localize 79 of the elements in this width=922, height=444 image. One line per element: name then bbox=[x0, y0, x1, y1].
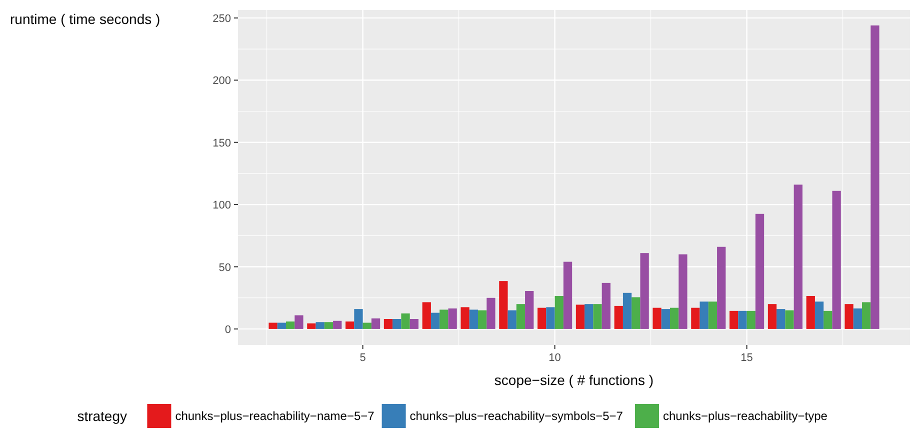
legend-label: chunks−plus−reachability−name−5−7 bbox=[175, 409, 375, 423]
bar bbox=[691, 308, 700, 329]
bar bbox=[277, 322, 286, 329]
bar bbox=[844, 304, 854, 329]
x-tick-label: 5 bbox=[360, 352, 366, 364]
y-tick-label: 100 bbox=[212, 200, 231, 212]
bar bbox=[717, 246, 726, 329]
bar bbox=[824, 310, 832, 329]
bar bbox=[755, 214, 764, 329]
bar bbox=[652, 308, 662, 329]
bar bbox=[622, 292, 632, 329]
bar bbox=[776, 309, 786, 329]
bar bbox=[410, 319, 418, 329]
bar bbox=[401, 313, 410, 329]
bar bbox=[794, 184, 802, 329]
y-tick-label: 50 bbox=[218, 262, 231, 274]
bar bbox=[525, 291, 534, 329]
y-tick-label: 250 bbox=[212, 12, 231, 25]
bar bbox=[324, 322, 334, 329]
bar bbox=[333, 320, 342, 329]
bar bbox=[538, 308, 546, 329]
bar bbox=[806, 296, 815, 329]
x-axis-title: scope−size ( # functions ) bbox=[494, 372, 654, 388]
bar bbox=[460, 307, 470, 329]
bar bbox=[870, 25, 880, 329]
bar bbox=[730, 310, 738, 329]
bar bbox=[430, 312, 440, 329]
bar bbox=[371, 318, 380, 329]
bar bbox=[602, 282, 610, 329]
bar bbox=[346, 321, 354, 329]
y-tick-label: 150 bbox=[212, 137, 231, 150]
bar bbox=[392, 319, 402, 329]
bar bbox=[294, 315, 304, 329]
bar bbox=[785, 310, 794, 329]
bar bbox=[362, 322, 372, 329]
legend-title: strategy bbox=[77, 408, 128, 424]
bar bbox=[486, 298, 496, 329]
bar bbox=[554, 296, 564, 329]
y-axis-title: runtime ( time seconds ) bbox=[10, 11, 160, 27]
bar bbox=[422, 302, 431, 329]
bar bbox=[670, 308, 679, 329]
bar bbox=[853, 308, 862, 329]
bar bbox=[814, 302, 824, 329]
bar bbox=[768, 304, 777, 329]
bar bbox=[614, 306, 623, 329]
bar bbox=[469, 310, 478, 329]
bar bbox=[440, 310, 448, 329]
y-tick-label: 200 bbox=[212, 75, 231, 88]
bar bbox=[563, 262, 572, 329]
bar bbox=[384, 319, 393, 329]
bar bbox=[738, 310, 747, 329]
bar bbox=[499, 281, 508, 329]
bar bbox=[632, 297, 640, 329]
bar bbox=[516, 304, 526, 329]
x-tick-label: 10 bbox=[548, 352, 561, 364]
bar bbox=[832, 190, 841, 329]
x-tick-label: 15 bbox=[740, 352, 753, 364]
bar bbox=[448, 308, 457, 329]
bar bbox=[700, 302, 708, 329]
bar bbox=[316, 322, 324, 329]
bar bbox=[661, 309, 670, 329]
bar bbox=[354, 309, 363, 329]
bar bbox=[478, 310, 487, 329]
bar bbox=[584, 304, 594, 329]
bar bbox=[593, 304, 602, 329]
legend-label: chunks−plus−reachability−symbols−5−7 bbox=[410, 409, 624, 423]
bar bbox=[508, 310, 516, 329]
bar bbox=[862, 302, 871, 329]
bar bbox=[640, 253, 649, 329]
y-tick-label: 0 bbox=[224, 324, 231, 336]
bar bbox=[307, 323, 316, 329]
bar bbox=[576, 304, 585, 329]
bar bbox=[678, 254, 688, 329]
bar bbox=[546, 307, 555, 329]
legend-label: chunks−plus−reachability−type bbox=[663, 409, 828, 423]
bar bbox=[746, 310, 756, 329]
bar bbox=[286, 321, 295, 329]
bar bbox=[708, 302, 718, 329]
bar bbox=[268, 322, 278, 329]
